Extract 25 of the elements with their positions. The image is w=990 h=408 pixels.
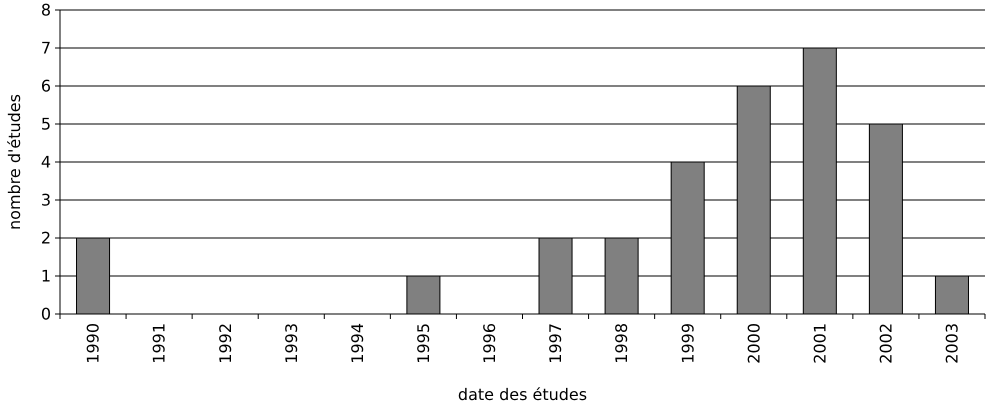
x-tick-label: 2000 [744,323,764,364]
x-tick-label: 1994 [348,323,367,364]
x-tick-label: 1996 [480,323,500,364]
y-tick-label: 2 [40,228,51,248]
x-tick-label: 1995 [414,323,433,364]
y-tick-label: 4 [40,152,51,172]
y-axis-title: nombre d'études [5,94,24,230]
x-tick-label: 1990 [84,323,103,364]
x-tick-label: 2003 [942,323,962,364]
x-tick-label: 1992 [216,323,235,364]
x-tick-label: 1997 [546,323,566,364]
y-tick-label: 5 [40,114,51,134]
y-tick-label: 1 [40,266,51,286]
y-tick-label: 3 [40,190,51,210]
y-tick-label: 6 [40,76,51,96]
y-tick-label: 8 [40,0,51,20]
x-tick-label: 1993 [282,323,301,364]
y-tick-label: 7 [40,38,51,58]
x-tick-label: 1999 [678,323,698,364]
x-tick-label: 1998 [612,323,632,364]
y-tick-label: 0 [40,304,51,324]
x-tick-label: 2002 [876,323,896,364]
x-axis-title: date des études [458,385,588,404]
x-tick-label: 2001 [810,323,830,364]
x-tick-label: 1991 [150,323,169,364]
